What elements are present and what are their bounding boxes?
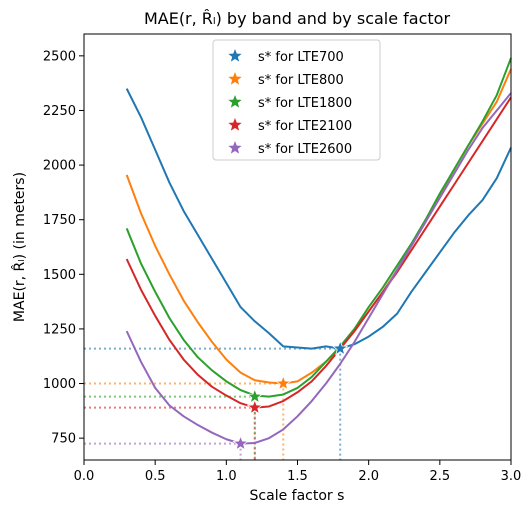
- legend-star-lte2100: [228, 118, 242, 131]
- y-axis-label: MAE(r, R̂ₗ) (in meters): [11, 172, 28, 322]
- x-tick-label: 1.5: [287, 469, 308, 484]
- y-tick-label: 1250: [43, 322, 76, 337]
- x-tick-label: 2.5: [429, 469, 450, 484]
- chart-title: MAE(r, R̂ₗ) by band and by scale factor: [144, 9, 451, 28]
- y-tick-label: 1750: [43, 213, 76, 228]
- x-axis-ticks: 0.0 0.5 1.0 1.5 2.0 2.5 3.0: [74, 460, 522, 484]
- optimum-star-lte700: [332, 339, 349, 356]
- series-line-lte700: [125, 88, 512, 350]
- series-lines: [125, 57, 512, 445]
- y-tick-label: 2500: [43, 49, 76, 64]
- optimum-star-lte800: [275, 374, 292, 391]
- x-axis-label: Scale factor s: [250, 488, 345, 504]
- y-tick-label: 2250: [43, 104, 76, 119]
- legend-star-lte2600: [228, 141, 242, 154]
- series-line-lte1800: [125, 57, 512, 398]
- series-line-lte2100: [125, 96, 512, 409]
- x-tick-label: 0.5: [145, 469, 166, 484]
- x-tick-label: 3.0: [501, 469, 522, 484]
- y-tick-label: 750: [51, 432, 76, 447]
- legend-label-lte2600: s* for LTE2600: [258, 142, 352, 157]
- y-tick-label: 1000: [43, 377, 76, 392]
- x-tick-label: 0.0: [74, 469, 95, 484]
- x-tick-label: 2.0: [358, 469, 379, 484]
- legend-box: [212, 39, 381, 161]
- y-tick-label: 2000: [43, 159, 76, 174]
- optimum-star-lte2600: [232, 435, 249, 451]
- optimum-markers: [232, 339, 349, 451]
- legend-star-lte700: [228, 49, 242, 62]
- legend-star-lte1800: [228, 95, 242, 108]
- y-tick-label: 1500: [43, 268, 76, 283]
- optimum-guides: [84, 347, 342, 460]
- optimum-star-lte2100: [246, 398, 263, 415]
- legend: s* for LTE700 s* for LTE800 s* for LTE1800…: [212, 39, 381, 161]
- legend-label-lte2100: s* for LTE2100: [258, 119, 352, 134]
- legend-label-lte1800: s* for LTE1800: [258, 96, 352, 111]
- legend-star-lte800: [228, 72, 242, 85]
- x-tick-label: 1.0: [216, 469, 237, 484]
- legend-label-lte800: s* for LTE800: [258, 73, 344, 88]
- y-axis-ticks: 750 1000 1250 1500 1750 2000 2250 2500: [43, 49, 84, 447]
- series-line-lte2600: [125, 92, 512, 445]
- legend-label-lte700: s* for LTE700: [258, 50, 344, 65]
